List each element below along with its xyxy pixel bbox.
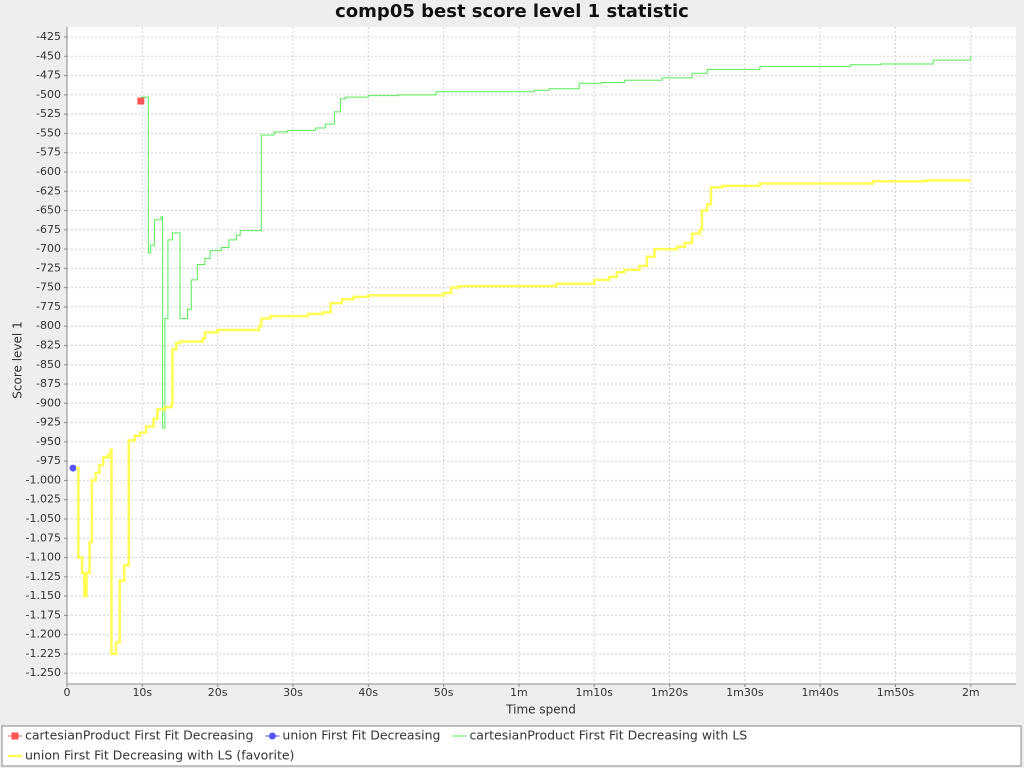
y-tick-label: -700 <box>36 242 61 255</box>
y-tick-label: -975 <box>36 454 61 467</box>
y-tick-label: -650 <box>36 204 61 217</box>
x-tick-label: 1m <box>510 686 528 699</box>
y-tick-label: -625 <box>36 184 61 197</box>
legend-label: cartesianProduct First Fit Decreasing <box>25 728 253 743</box>
y-tick-label: -575 <box>36 146 61 159</box>
y-tick-label: -900 <box>36 396 61 409</box>
y-tick-label: -1.050 <box>26 512 61 525</box>
legend-box <box>1 725 1022 767</box>
legend-item: union First Fit Decreasing with LS (favo… <box>8 748 294 763</box>
x-tick-label: 20s <box>208 686 228 699</box>
y-tick-label: -425 <box>36 30 61 43</box>
y-tick-label: -950 <box>36 435 61 448</box>
legend-label: cartesianProduct First Fit Decreasing wi… <box>469 728 747 743</box>
y-tick-label: -800 <box>36 319 61 332</box>
x-axis-label: Time spend <box>505 703 576 717</box>
y-tick-label: -500 <box>36 88 61 101</box>
legend-item: cartesianProduct First Fit Decreasing <box>8 728 253 743</box>
chart-title: comp05 best score level 1 statistic <box>335 1 689 22</box>
y-tick-label: -750 <box>36 281 61 294</box>
marker <box>268 732 276 740</box>
legend-item: union First Fit Decreasing <box>265 728 440 743</box>
y-tick-label: -825 <box>36 338 61 351</box>
x-tick-label: 30s <box>283 686 303 699</box>
plot-area <box>67 27 1016 684</box>
y-tick-label: -1.100 <box>26 551 61 564</box>
y-tick-label: -675 <box>36 223 61 236</box>
y-tick-label: -1.200 <box>26 628 61 641</box>
legend-label: union First Fit Decreasing with LS (favo… <box>25 748 294 763</box>
y-tick-label: -1.025 <box>26 493 61 506</box>
x-tick-label: 1m50s <box>877 686 915 699</box>
x-tick-label: 50s <box>434 686 454 699</box>
x-tick-label: 0 <box>64 686 71 699</box>
marker <box>69 464 77 472</box>
y-tick-label: -1.125 <box>26 570 61 583</box>
marker <box>137 97 145 105</box>
y-tick-label: -925 <box>36 416 61 429</box>
x-tick-label: 1m40s <box>801 686 839 699</box>
x-tick-label: 10s <box>132 686 152 699</box>
y-tick-label: -1.000 <box>26 473 61 486</box>
y-tick-label: -450 <box>36 49 61 62</box>
y-tick-label: -550 <box>36 126 61 139</box>
y-tick-label: -1.150 <box>26 589 61 602</box>
y-tick-label: -600 <box>36 165 61 178</box>
y-tick-label: -725 <box>36 261 61 274</box>
y-tick-label: -1.225 <box>26 647 61 660</box>
x-tick-label: 1m30s <box>726 686 764 699</box>
marker <box>11 732 19 740</box>
y-tick-label: -850 <box>36 358 61 371</box>
legend-label: union First Fit Decreasing <box>282 728 440 743</box>
series-line <box>140 56 972 429</box>
x-tick-label: 2m <box>962 686 980 699</box>
x-tick-label: 1m20s <box>651 686 689 699</box>
y-tick-label: -1.075 <box>26 531 61 544</box>
series-line <box>76 179 971 656</box>
y-tick-label: -775 <box>36 300 61 313</box>
y-tick-label: -1.175 <box>26 608 61 621</box>
x-tick-label: 1m10s <box>575 686 613 699</box>
y-tick-label: -875 <box>36 377 61 390</box>
y-tick-label: -475 <box>36 69 61 82</box>
y-tick-label: -525 <box>36 107 61 120</box>
y-axis-label: Score level 1 <box>11 321 25 398</box>
legend-item: cartesianProduct First Fit Decreasing wi… <box>452 728 747 743</box>
x-tick-label: 40s <box>358 686 378 699</box>
y-tick-label: -1.250 <box>26 666 61 679</box>
